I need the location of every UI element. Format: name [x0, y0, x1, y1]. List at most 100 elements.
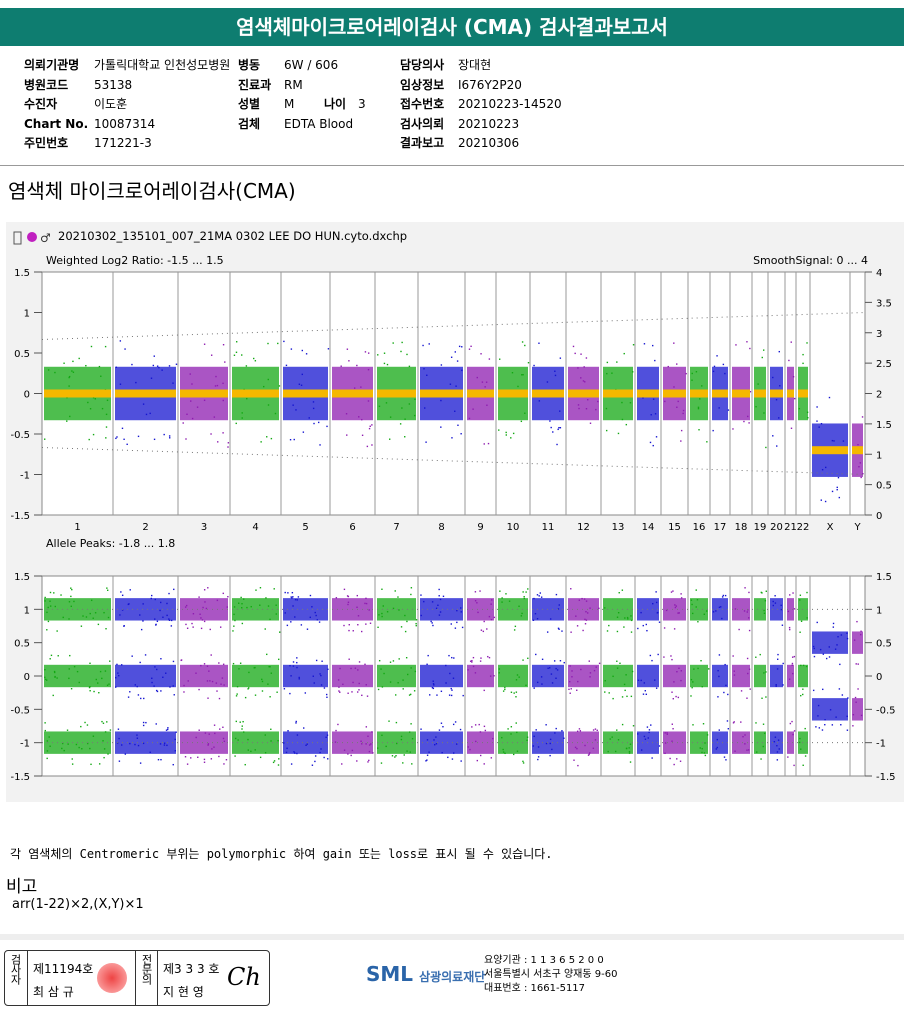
signal-dot: [604, 691, 606, 693]
signal-dot: [589, 672, 592, 674]
signal-dot: [377, 747, 379, 749]
signal-band: [180, 731, 228, 754]
signer: 최 삼 규: [33, 985, 74, 999]
y2-tick-label: 1: [876, 450, 882, 461]
signal-dot: [577, 367, 579, 369]
signal-dot: [364, 663, 366, 666]
signal-dot: [312, 407, 315, 410]
signal-dot: [535, 653, 537, 656]
signal-dot: [474, 591, 477, 593]
signal-dot: [852, 725, 854, 727]
signal-dot: [215, 682, 218, 684]
remark-title: 비고: [6, 877, 38, 897]
signal-dot: [727, 728, 730, 730]
signal-dot: [76, 670, 79, 673]
signal-dot: [640, 611, 642, 614]
signal-dot: [670, 655, 672, 657]
signal-dot: [428, 751, 430, 753]
signal-dot: [204, 732, 207, 734]
signal-dot: [250, 605, 252, 608]
signal-dot: [432, 680, 434, 682]
signal-dot: [203, 663, 206, 665]
signal-dot: [252, 357, 255, 360]
signal-dot: [695, 606, 697, 608]
signal-dot: [52, 694, 54, 697]
signal-dot: [595, 666, 597, 668]
signal-dot: [120, 744, 123, 746]
signal-dot: [410, 587, 413, 589]
signal-dot: [290, 675, 292, 677]
signal-dot: [105, 628, 107, 630]
signal-band: [283, 731, 328, 754]
signal-dot: [290, 596, 292, 598]
signal-dot: [361, 743, 363, 745]
signal-dot: [343, 749, 346, 751]
signal-dot: [677, 612, 679, 614]
value: 10087314: [94, 116, 156, 131]
signal-dot: [524, 412, 526, 414]
signal-dot: [563, 661, 565, 664]
signal-dot: [776, 445, 778, 447]
signal-dot: [651, 344, 654, 347]
signal-dot: [222, 726, 224, 728]
signal-dot: [798, 741, 801, 744]
signal-dot: [404, 630, 407, 633]
value: 가톨릭대학교 인천성모병원: [94, 58, 231, 72]
signal-dot: [381, 615, 383, 618]
signal-dot: [734, 608, 737, 610]
chrom-label: 3: [201, 522, 207, 533]
signal-dot: [586, 612, 589, 614]
signal-dot: [67, 743, 69, 745]
signal-dot: [287, 592, 289, 594]
signal-dot: [673, 681, 675, 683]
signal-dot: [487, 442, 490, 445]
signal-dot: [86, 724, 89, 726]
signal-dot: [78, 681, 80, 684]
signal-dot: [676, 406, 678, 408]
signal-dot: [855, 701, 857, 703]
signal-dot: [702, 723, 705, 725]
signal-dot: [211, 748, 213, 750]
signal-dot: [72, 360, 74, 363]
signal-band: [377, 598, 416, 621]
signal-dot: [347, 753, 349, 755]
signal-dot: [646, 629, 648, 632]
signal-dot: [305, 744, 307, 746]
signal-dot: [765, 590, 767, 592]
signal-dot: [195, 736, 197, 739]
signal-dot: [793, 608, 796, 610]
signal-dot: [671, 658, 673, 661]
signal-dot: [800, 694, 802, 697]
signal-dot: [312, 675, 314, 677]
signal-dot: [652, 602, 654, 605]
signal-dot: [691, 686, 693, 689]
signal-dot: [222, 432, 224, 434]
signal-dot: [476, 759, 479, 762]
signal-dot: [367, 400, 370, 402]
signal-dot: [774, 736, 777, 738]
signal-dot: [172, 382, 174, 384]
signal-dot: [207, 743, 210, 745]
signal-dot: [554, 374, 557, 377]
label: 의뢰기관명: [24, 58, 80, 72]
signal-dot: [236, 693, 238, 695]
signal-dot: [621, 696, 624, 698]
signal-dot: [483, 620, 485, 623]
signal-dot: [554, 732, 556, 734]
signal-dot: [778, 350, 780, 353]
signal-dot: [558, 628, 560, 630]
signal-dot: [831, 724, 834, 726]
signal-dot: [346, 595, 349, 597]
signal-dot: [129, 589, 131, 591]
signal-dot: [655, 436, 658, 438]
signal-dot: [584, 618, 586, 621]
signal-dot: [118, 760, 121, 762]
signal-dot: [139, 614, 141, 616]
signal-dot: [234, 619, 236, 622]
signal-dot: [462, 694, 464, 697]
smooth-signal: [732, 389, 750, 398]
signal-dot: [717, 696, 719, 698]
signal-dot: [454, 410, 456, 412]
label: 담당의사: [400, 58, 445, 72]
signal-dot: [828, 656, 831, 658]
